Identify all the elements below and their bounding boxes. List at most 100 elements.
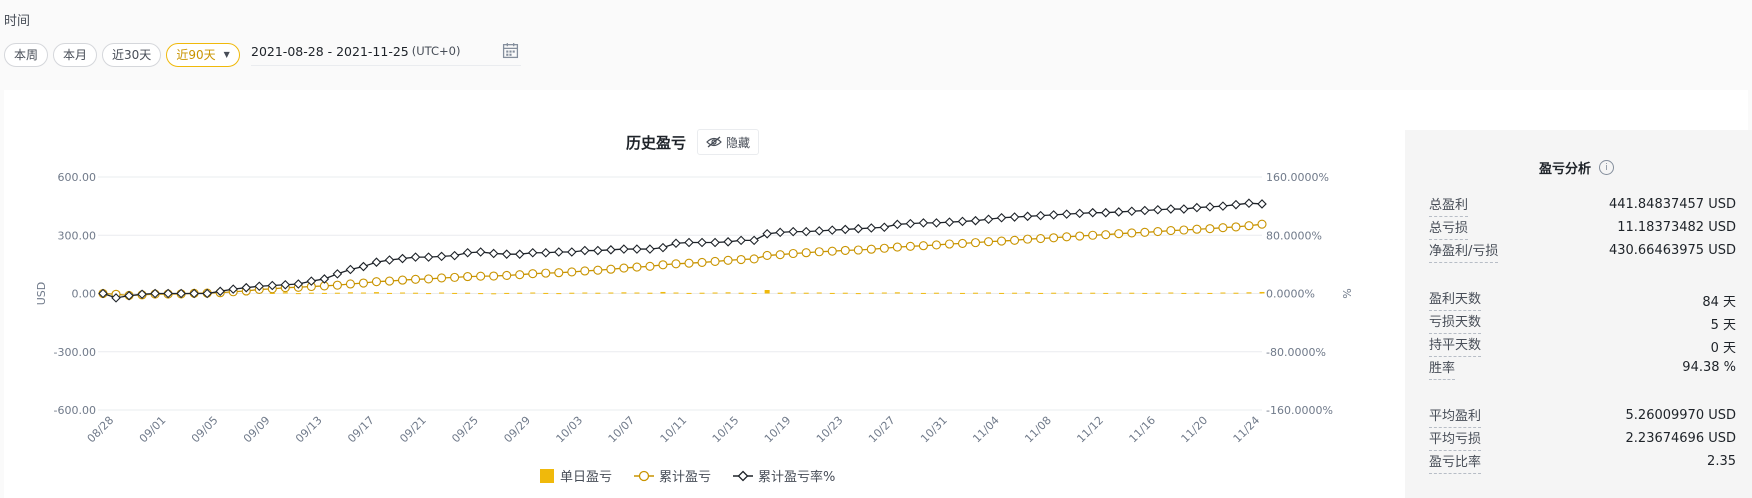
cumulative-point — [1218, 223, 1228, 233]
x-tick-label: 10/23 — [814, 414, 846, 446]
rate-point — [241, 282, 252, 293]
filter-90-days-dropdown[interactable]: 近90天 ▼ — [166, 43, 240, 67]
rate-point — [840, 224, 851, 235]
stat-avg-loss: 平均亏损 2.23674696 USD — [1429, 431, 1736, 451]
daily-bar — [790, 292, 796, 294]
daily-bar — [400, 292, 406, 294]
rate-point — [410, 252, 421, 262]
cumulative-point — [1062, 232, 1072, 242]
calendar-icon[interactable] — [502, 42, 519, 59]
stat-label[interactable]: 平均亏损 — [1429, 431, 1482, 451]
rate-point — [189, 288, 199, 299]
stat-value: 94.38 % — [1682, 360, 1736, 375]
daily-bar — [269, 292, 275, 294]
legend-item-rate[interactable]: 累计盈亏率% — [733, 466, 835, 485]
date-range-input[interactable]: 2021-08-28 - 2021-11-25 (UTC+0) — [251, 37, 521, 66]
rate-point — [606, 245, 616, 255]
info-icon[interactable]: i — [1599, 160, 1615, 175]
cumulative-point — [1166, 226, 1176, 236]
cumulative-point — [749, 254, 759, 264]
pnl-analysis-panel: 盈亏分析 i 总盈利 441.84837457 USD 总亏损 11.1837348… — [1405, 130, 1752, 498]
cumulative-point — [1140, 227, 1150, 237]
y-tick-label-right: 160.0000% — [1266, 171, 1329, 184]
daily-bar — [308, 292, 314, 294]
rate-point — [554, 247, 564, 257]
daily-bar — [1142, 292, 1148, 294]
rate-point — [1127, 206, 1137, 216]
rate-point — [423, 252, 434, 262]
daily-bar — [855, 293, 861, 295]
stat-label[interactable]: 盈利天数 — [1429, 291, 1482, 311]
cumulative-point — [1114, 229, 1124, 239]
rate-point — [462, 247, 473, 258]
cumulative-point — [710, 256, 720, 267]
hide-chart-button[interactable]: 隐藏 — [697, 129, 760, 155]
daily-bar — [1220, 292, 1226, 294]
rate-point — [293, 279, 304, 289]
daily-bar — [465, 292, 471, 294]
stat-value: 5.26009970 USD — [1625, 408, 1736, 423]
y-tick-label-left: -600.00 — [54, 404, 96, 417]
daily-bar — [321, 292, 327, 294]
legend-item-cumulative[interactable]: 累计盈亏 — [634, 466, 711, 485]
daily-bar — [452, 292, 458, 294]
cumulative-point — [788, 248, 798, 259]
y-axis-label-left: USD — [35, 282, 48, 306]
cumulative-point — [554, 268, 564, 278]
stat-label[interactable]: 持平天数 — [1429, 337, 1482, 357]
legend-item-daily[interactable]: 单日盈亏 — [540, 466, 612, 485]
cumulative-point — [580, 266, 590, 276]
stat-value: 441.84837457 USD — [1608, 197, 1736, 212]
chart-legend: 单日盈亏 累计盈亏 累计盈亏率% — [540, 466, 857, 485]
rate-point — [111, 293, 121, 303]
rate-point — [280, 279, 291, 290]
daily-bar — [1155, 292, 1161, 294]
stat-value: 2.23674696 USD — [1625, 431, 1736, 446]
stat-label[interactable]: 盈亏比率 — [1429, 454, 1482, 474]
daily-bar — [973, 292, 979, 294]
cumulative-point — [801, 248, 811, 258]
rate-point — [567, 247, 577, 257]
stat-label[interactable]: 平均盈利 — [1429, 408, 1482, 428]
rate-point — [710, 237, 720, 248]
rate-point — [905, 218, 916, 229]
rate-point — [983, 214, 994, 225]
legend-label-cumulative: 累计盈亏 — [659, 470, 712, 485]
range-filter-group: 本周 本月 近30天 近90天 ▼ — [4, 43, 245, 67]
cumulative-point — [1244, 221, 1254, 231]
daily-bar — [803, 292, 809, 294]
rate-point — [1205, 202, 1215, 212]
cumulative-point — [1231, 222, 1241, 232]
cumulative-point — [397, 275, 408, 285]
cumulative-point — [892, 242, 902, 252]
daily-bar — [868, 292, 874, 294]
daily-bar — [946, 292, 952, 294]
stat-label[interactable]: 净盈利/亏损 — [1429, 243, 1499, 263]
filter-90-days-label: 近90天 — [176, 48, 216, 62]
x-tick-label: 11/16 — [1127, 414, 1159, 446]
cumulative-point — [762, 250, 772, 260]
stat-label[interactable]: 亏损天数 — [1429, 314, 1482, 334]
cumulative-point — [944, 239, 955, 249]
stat-label[interactable]: 总盈利 — [1429, 197, 1469, 217]
filter-this-week-button[interactable]: 本周 — [4, 43, 49, 67]
daily-bar — [426, 293, 432, 295]
daily-bar — [1207, 292, 1213, 294]
daily-bar — [712, 292, 718, 294]
cumulative-point — [489, 271, 499, 281]
rate-point — [1022, 211, 1033, 222]
cumulative-point — [1023, 234, 1033, 244]
stat-label[interactable]: 胜率 — [1429, 360, 1456, 380]
chart-title: 历史盈亏 — [626, 134, 687, 152]
daily-bar — [933, 292, 939, 294]
cumulative-point — [450, 272, 460, 282]
y-tick-label-right: -80.0000% — [1266, 346, 1326, 359]
rate-point — [1257, 199, 1267, 209]
stat-label[interactable]: 总亏损 — [1429, 220, 1469, 240]
stat-value: 430.66463975 USD — [1608, 243, 1736, 258]
cumulative-point — [502, 270, 512, 280]
filter-this-month-button[interactable]: 本月 — [53, 43, 98, 67]
stat-net-pnl: 净盈利/亏损 430.66463975 USD — [1429, 243, 1736, 263]
filter-30-days-button[interactable]: 近30天 — [102, 43, 162, 67]
